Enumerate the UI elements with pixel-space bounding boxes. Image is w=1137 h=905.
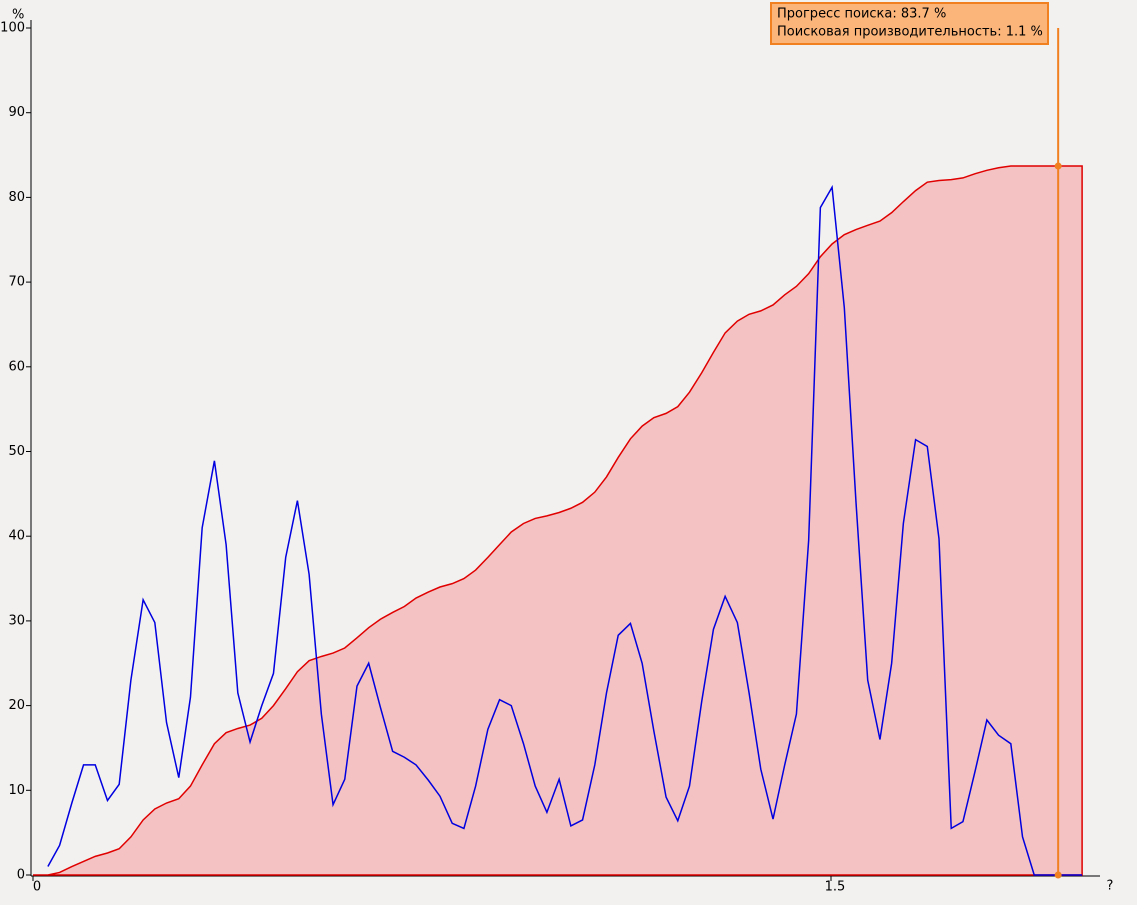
y-tick-label: 0 (17, 868, 25, 883)
tooltip-line: Поисковая производительность: 1.1 % (777, 25, 1043, 40)
tooltip: Прогресс поиска: 83.7 % Поисковая произво… (770, 2, 1049, 45)
x-tick-label: 1.5 (825, 880, 846, 895)
y-tick-label: 60 (8, 359, 25, 374)
tooltip-box (770, 2, 1049, 45)
y-axis-label: % (12, 8, 24, 23)
x-axis-label: ? (1107, 879, 1114, 894)
y-tick-label: 20 (8, 698, 25, 713)
y-tick-label: 70 (8, 275, 25, 290)
y-tick-label: 90 (8, 105, 25, 120)
x-tick-label: 0 (33, 880, 41, 895)
cursor-dot (1054, 871, 1062, 879)
cursor-dot (1054, 162, 1062, 170)
y-tick-label: 80 (8, 190, 25, 205)
y-tick-label: 10 (8, 783, 25, 798)
y-tick-label: 50 (8, 444, 25, 459)
y-tick-label: 40 (8, 529, 25, 544)
y-tick-label: 100 (0, 21, 25, 36)
performance-line (47, 184, 1083, 876)
tooltip-line: Прогресс поиска: 83.7 % (777, 7, 946, 22)
y-tick-label: 30 (8, 613, 25, 628)
progress-area (33, 165, 1083, 876)
